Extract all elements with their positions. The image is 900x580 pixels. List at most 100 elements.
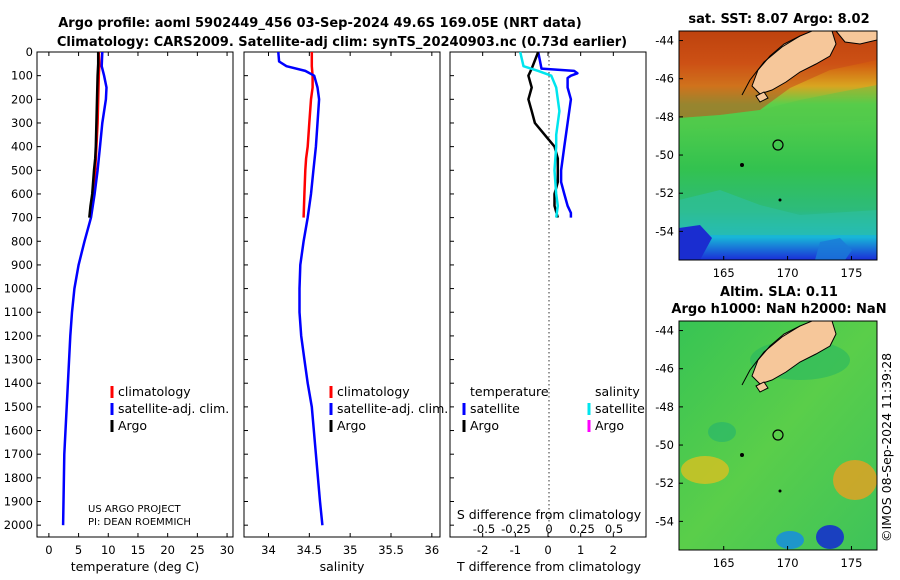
temperature-panel: 0 5 10 15 20 25 30 0 100 200 300 400 500 600 700 800 90…: [4, 45, 235, 574]
s-tick: 0.5: [605, 522, 623, 536]
island-dot: [778, 198, 782, 202]
temperature-xtick-label: 5: [75, 543, 82, 557]
depth-tick-label: 500: [11, 163, 33, 177]
difference-series-t-satellite: [536, 51, 579, 218]
difference-xtick-label: 0: [544, 543, 551, 557]
new-zealand-land: [751, 30, 837, 95]
legend-t-argo: Argo: [470, 418, 499, 433]
difference-xtick-label: -1: [510, 543, 521, 557]
sla-lat-label: -46: [655, 362, 674, 376]
sst-front: [679, 85, 877, 130]
sst-cool-band: [679, 190, 877, 235]
sla-map-frame: [678, 320, 878, 551]
s-difference-label: S difference from climatology: [457, 507, 642, 522]
difference-xtick-label: 2: [610, 543, 617, 557]
argo-float-marker: [772, 139, 784, 151]
sst-cold-patch: [679, 225, 712, 260]
sst-map-frame: [678, 30, 878, 261]
sst-map: sat. SST: 8.07 Argo: 8.02 -44 -46 -48 -50 -5…: [655, 12, 878, 280]
pi-credit: PI: DEAN ROEMMICH: [88, 517, 191, 528]
island-dot: [740, 163, 744, 167]
sla-low: [708, 422, 736, 442]
coast-contour: [741, 35, 801, 96]
legend-satellite-adj: satellite-adj. clim.: [118, 401, 229, 416]
depth-tick-label: 100: [11, 69, 33, 83]
temperature-xtick-label: 0: [45, 543, 52, 557]
legend-s-satellite: satellite: [595, 401, 645, 416]
sla-map: Altim. SLA: 0.11 Argo h1000: NaN h2000: …: [655, 285, 886, 570]
depth-tick-label: 700: [11, 211, 33, 225]
sla-lat-label: -48: [655, 400, 674, 414]
sla-lat-label: -50: [655, 438, 674, 452]
new-zealand-land: [751, 320, 837, 385]
difference-xtick-label: 1: [577, 543, 584, 557]
sla-lat-label: -54: [655, 514, 674, 528]
legend-temperature-title: temperature: [470, 384, 549, 399]
depth-tick-label: 800: [11, 234, 33, 248]
depth-tick-label: 1200: [4, 329, 33, 343]
depth-tick-label: 1400: [4, 376, 33, 390]
depth-tick-label: 600: [11, 187, 33, 201]
depth-tick-label: 1100: [4, 305, 33, 319]
temperature-xtick-label: 10: [101, 543, 116, 557]
difference-xtick-label: -2: [477, 543, 488, 557]
s-tick: 0.25: [569, 522, 595, 536]
sla-map-title: Altim. SLA: 0.11: [720, 285, 838, 300]
depth-tick-label: 1700: [4, 447, 33, 461]
difference-axes: [449, 51, 647, 538]
salinity-xlabel: salinity: [320, 559, 365, 574]
difference-xlabel: T difference from climatology: [456, 559, 642, 574]
temperature-series-argo: [88, 52, 100, 218]
depth-tick-label: 0: [26, 45, 33, 59]
sla-lat-label: -52: [655, 476, 674, 490]
legend-t-satellite: satellite: [470, 401, 520, 416]
legend-satellite-adj: satellite-adj. clim.: [337, 401, 448, 416]
sst-lon-label: 170: [777, 266, 799, 280]
legend-argo: Argo: [337, 418, 366, 433]
island-dot: [778, 489, 782, 493]
sla-low-strong: [816, 525, 844, 549]
depth-tick-label: 400: [11, 140, 33, 154]
depth-tick-label: 1500: [4, 400, 33, 414]
legend-salinity-title: salinity: [595, 384, 640, 399]
sla-low: [776, 531, 804, 549]
sst-map-title: sat. SST: 8.07 Argo: 8.02: [688, 12, 869, 27]
depth-tick-label: 900: [11, 258, 33, 272]
salinity-series-climatology: [302, 52, 314, 218]
stewart-island: [755, 91, 769, 103]
sst-lat-label: -54: [655, 224, 674, 238]
salinity-xtick-label: 35: [343, 543, 358, 557]
sla-high: [833, 460, 877, 500]
imos-watermark: ©IMOS 08-Sep-2024 11:39:28: [879, 353, 894, 542]
island-dot: [740, 453, 744, 457]
s-tick: -0.5: [473, 522, 495, 536]
salinity-axes: [243, 51, 441, 538]
sla-lon-label: 165: [713, 556, 735, 570]
sst-cold-patch: [815, 238, 852, 260]
salinity-panel: 34 34.5 35 35.5 36 salinity climatology sate…: [243, 51, 448, 574]
sla-lon-label: 175: [840, 556, 862, 570]
salinity-xtick-label: 36: [425, 543, 440, 557]
figure-title-line2: Climatology: CARS2009. Satellite-adj cli…: [57, 35, 627, 50]
depth-tick-label: 1000: [4, 282, 33, 296]
sla-high: [681, 456, 729, 484]
sst-lat-label: -46: [655, 72, 674, 86]
stewart-island: [755, 381, 769, 393]
s-tick: 0: [545, 522, 552, 536]
project-credit: US ARGO PROJECT: [88, 504, 182, 515]
sst-lat-label: -52: [655, 186, 674, 200]
s-tick: -0.25: [501, 522, 531, 536]
depth-tick-label: 1600: [4, 424, 33, 438]
salinity-series-satellite-adj-clim-: [277, 51, 324, 526]
salinity-xtick-label: 35.5: [378, 543, 404, 557]
argo-float-marker: [772, 429, 784, 441]
sla-map-subtitle: Argo h1000: NaN h2000: NaN: [671, 302, 886, 317]
sst-lat-label: -48: [655, 110, 674, 124]
legend-climatology: climatology: [337, 384, 410, 399]
s-difference-ticks: -0.5 -0.25 0 0.25 0.5: [473, 522, 623, 536]
sst-lon-label: 175: [840, 266, 862, 280]
depth-tick-label: 200: [11, 92, 33, 106]
depth-tick-label: 1900: [4, 495, 33, 509]
temperature-xtick-label: 25: [190, 543, 205, 557]
sst-lat-label: -44: [655, 34, 674, 48]
